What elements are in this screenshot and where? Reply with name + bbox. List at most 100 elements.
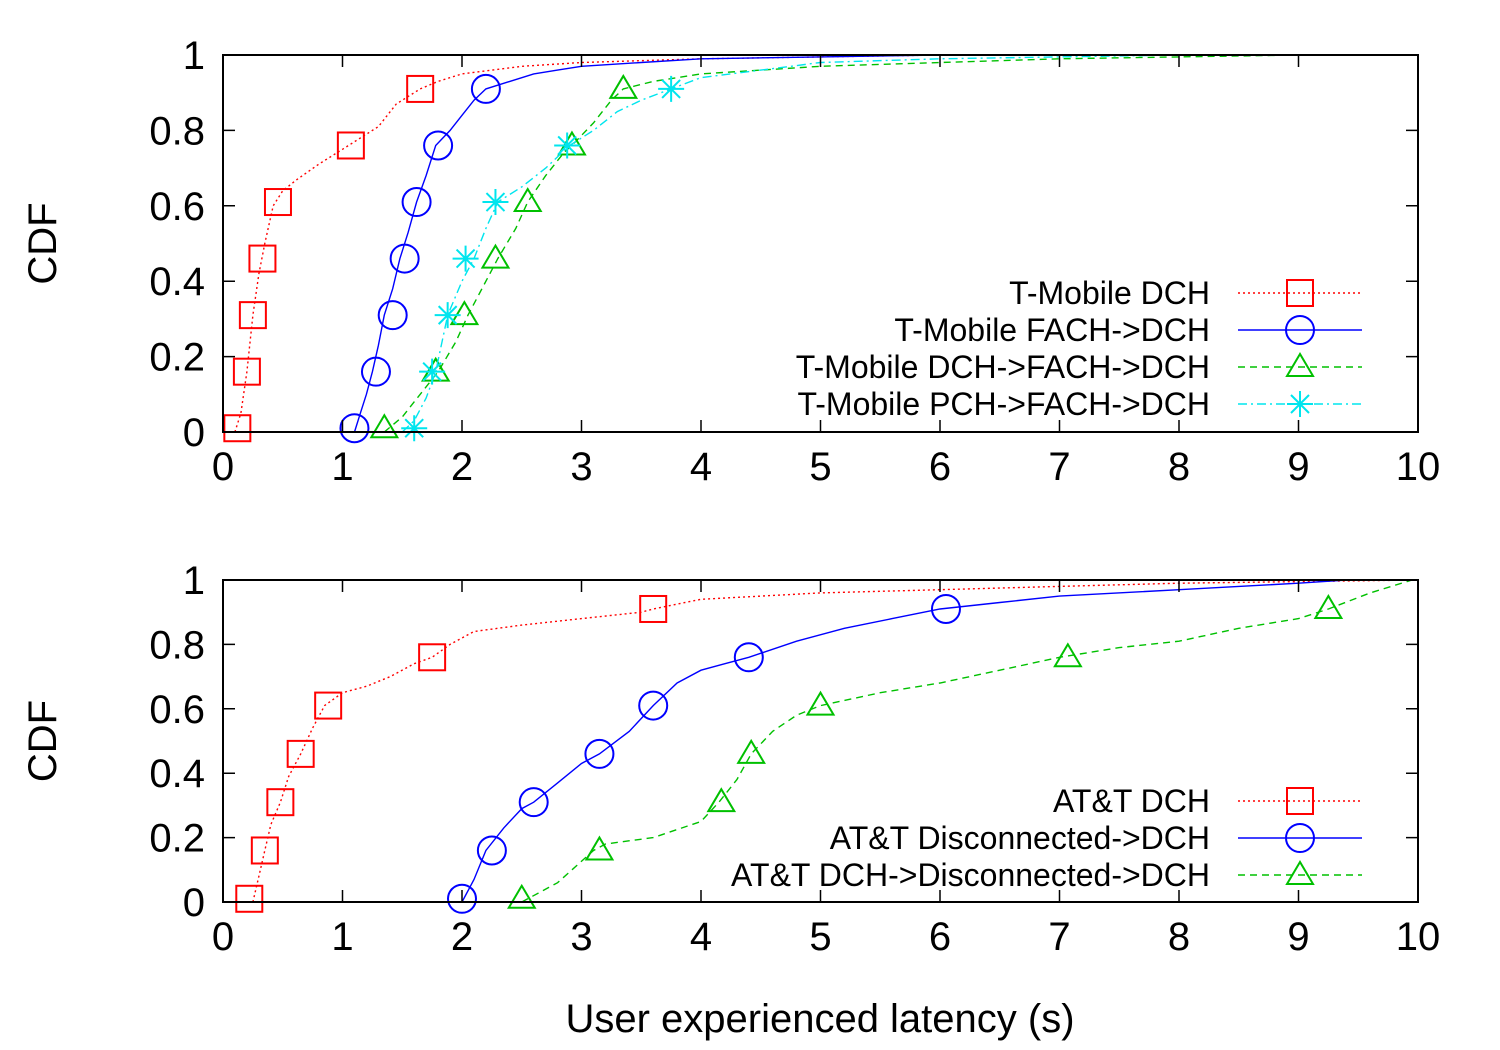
legend-label: T-Mobile PCH->FACH->DCH <box>797 386 1210 422</box>
series-line-2 <box>353 54 1418 433</box>
y-tick-label: 1 <box>183 34 205 78</box>
series-3-marker-1 <box>506 883 537 909</box>
x-tick-label: 2 <box>451 445 473 489</box>
legend-label: AT&T DCH->Disconnected->DCH <box>731 857 1210 893</box>
series-4-marker-6 <box>554 132 581 159</box>
y-tick-label: 0.4 <box>149 752 205 796</box>
series-2-marker-3 <box>518 787 549 818</box>
series-3-marker-1 <box>369 413 400 439</box>
series-1-marker-7 <box>639 594 668 623</box>
x-tick-label: 0 <box>212 445 234 489</box>
x-tick-label: 0 <box>212 915 234 959</box>
series-2-marker-1 <box>447 883 477 914</box>
x-tick-label: 1 <box>331 915 353 959</box>
series-4-marker-4 <box>452 245 479 272</box>
series-2-marker-5 <box>638 690 669 721</box>
series-4-marker-1 <box>401 415 428 442</box>
x-axis-title: User experienced latency (s) <box>565 997 1074 1041</box>
legend-marker <box>1285 860 1315 885</box>
x-tick-label: 8 <box>1168 445 1190 489</box>
series-2-marker-2 <box>360 356 391 387</box>
x-tick-label: 8 <box>1168 915 1190 959</box>
x-tick-label: 10 <box>1396 445 1441 489</box>
legend-marker <box>1285 823 1315 853</box>
x-tick-label: 7 <box>1048 445 1070 489</box>
x-tick-label: 9 <box>1287 445 1309 489</box>
y-tick-label: 0.2 <box>149 336 205 380</box>
x-tick-label: 10 <box>1396 915 1441 959</box>
y-tick-label: 0 <box>183 881 205 925</box>
series-4-marker-7 <box>658 75 685 102</box>
legend-label: T-Mobile FACH->DCH <box>894 312 1210 348</box>
series-3-marker-2 <box>584 835 615 861</box>
series-2-marker-3 <box>377 300 408 331</box>
series-4-marker-3 <box>434 302 461 329</box>
series-1-marker-6 <box>418 643 447 672</box>
series-1-marker-6 <box>336 131 365 160</box>
series-3-marker-7 <box>608 73 639 99</box>
series-4-marker-5 <box>482 189 509 216</box>
series-line-1 <box>234 54 1418 433</box>
legend-label: T-Mobile DCH->FACH->DCH <box>796 349 1210 385</box>
series-1-marker-3 <box>266 788 295 817</box>
x-tick-label: 5 <box>809 915 831 959</box>
series-1-marker-5 <box>263 188 292 217</box>
y-tick-label: 0.4 <box>149 260 205 304</box>
x-tick-label: 6 <box>929 915 951 959</box>
x-tick-label: 5 <box>809 445 831 489</box>
series-3-marker-7 <box>1313 594 1344 619</box>
x-tick-label: 7 <box>1048 915 1070 959</box>
series-1-marker-1 <box>223 414 252 443</box>
x-tick-label: 3 <box>570 915 592 959</box>
x-tick-label: 1 <box>331 445 353 489</box>
x-tick-label: 4 <box>690 445 712 489</box>
y-tick-label: 1 <box>183 559 205 603</box>
legend-marker <box>1286 279 1314 307</box>
series-3-marker-3 <box>449 300 480 326</box>
tmobile-cdf-panel: 0 1 2 3 4 5 6 7 8 9 10 0 0.2 0.4 0.6 0.8 1 CDF T-Mobile DC… <box>21 34 1440 489</box>
y-tick-label: 0.6 <box>149 185 205 229</box>
series-2-marker-7 <box>930 593 961 624</box>
series-1-marker-1 <box>235 884 264 913</box>
series-1-marker-4 <box>248 244 277 273</box>
series-3-marker-5 <box>805 690 836 716</box>
x-tick-label: 9 <box>1287 915 1309 959</box>
y-axis-title: CDF <box>21 700 65 782</box>
legend-label: T-Mobile DCH <box>1009 275 1210 311</box>
y-tick-label: 0.2 <box>149 817 205 861</box>
series-1-marker-7 <box>406 74 435 103</box>
y-tick-label: 0 <box>183 411 205 455</box>
legend-marker <box>1287 391 1313 417</box>
legend-label: AT&T Disconnected->DCH <box>830 820 1210 856</box>
legend-marker <box>1285 315 1315 345</box>
series-2-marker-6 <box>733 642 764 673</box>
series-3-marker-3 <box>706 787 737 813</box>
series-1-marker-2 <box>232 357 261 386</box>
series-3-marker-5 <box>512 187 543 213</box>
series-2-marker-7 <box>470 73 501 104</box>
y-tick-label: 0.8 <box>149 109 205 153</box>
series-line-3 <box>521 579 1413 903</box>
series-1-marker-3 <box>238 301 267 330</box>
series-2-marker-1 <box>339 413 370 444</box>
series-3-marker-6 <box>1053 642 1083 668</box>
series-2-marker-6 <box>423 130 454 161</box>
series-3-marker-4 <box>736 738 766 764</box>
series-1-marker-4 <box>286 739 315 768</box>
legend-label: AT&T DCH <box>1053 783 1210 819</box>
series-2-marker-2 <box>476 835 507 866</box>
series-2-marker-4 <box>584 738 615 769</box>
series-1-marker-2 <box>250 836 279 865</box>
series-4-marker-2 <box>419 358 446 385</box>
y-tick-label: 0.6 <box>149 688 205 732</box>
x-tick-label: 3 <box>570 445 592 489</box>
x-tick-label: 4 <box>690 915 712 959</box>
x-tick-label: 6 <box>929 445 951 489</box>
series-1-marker-5 <box>314 691 343 720</box>
series-line-4 <box>401 54 1418 433</box>
series-3-marker-4 <box>480 243 511 269</box>
